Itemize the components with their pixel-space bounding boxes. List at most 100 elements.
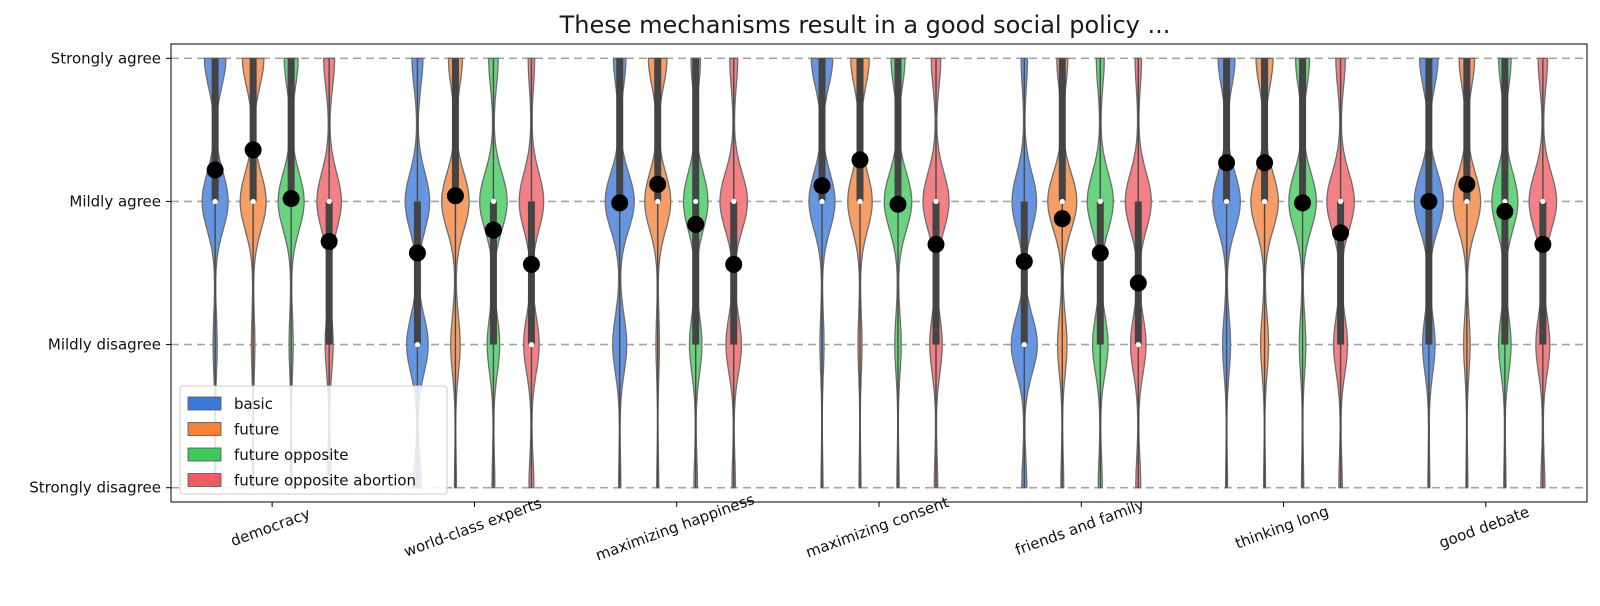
legend-box xyxy=(179,385,448,495)
y-axis: Strongly disagree Mildly disagree Mildly a… xyxy=(29,49,171,497)
violin-median xyxy=(414,341,421,348)
violin-median xyxy=(1135,341,1141,348)
x-axis: democracy world-class experts maximizing h… xyxy=(228,490,1532,564)
mean-point xyxy=(1256,154,1274,172)
mean-point xyxy=(408,244,426,262)
mean-point xyxy=(1091,244,1109,262)
mean-point xyxy=(446,187,464,205)
violin-iqr-box xyxy=(1096,201,1104,345)
violin-iqr-box xyxy=(1058,58,1066,202)
violin-median xyxy=(933,198,939,205)
mean-point xyxy=(1458,175,1476,193)
legend-label: basic xyxy=(234,395,273,413)
mean-point xyxy=(1332,224,1350,242)
violin-median xyxy=(1223,198,1230,205)
mean-point xyxy=(1496,202,1514,220)
violin-iqr-box xyxy=(287,58,295,202)
violin-iqr-box xyxy=(451,58,459,202)
mean-point xyxy=(1218,154,1236,172)
violin-median xyxy=(655,198,661,205)
violin-iqr-box xyxy=(1337,201,1345,345)
violin-median xyxy=(212,198,218,205)
y-tick-label: Mildly disagree xyxy=(48,336,161,354)
violin-median xyxy=(1502,198,1508,205)
violin-iqr-box xyxy=(616,58,624,202)
violin-iqr-box xyxy=(654,58,662,202)
mean-point xyxy=(1053,210,1071,228)
x-tick-label: maximizing consent xyxy=(803,493,951,562)
y-tick-label: Strongly agree xyxy=(51,49,161,67)
violin-median xyxy=(326,198,332,205)
x-tick-label: friends and family xyxy=(1013,496,1147,559)
mean-point xyxy=(725,255,743,273)
legend-swatch xyxy=(187,473,222,487)
mean-point xyxy=(320,233,338,251)
violin-iqr-box xyxy=(413,201,421,345)
y-tick-label: Mildly agree xyxy=(69,192,161,210)
violin-median xyxy=(1021,341,1027,348)
violin-iqr-box xyxy=(1223,58,1231,202)
x-tick-label: thinking long xyxy=(1233,502,1331,552)
violin-median xyxy=(1464,198,1470,205)
mean-point xyxy=(484,221,502,239)
violin-iqr-box xyxy=(325,201,333,345)
legend: basic future future opposite future opposit… xyxy=(179,385,448,495)
mean-point xyxy=(1129,274,1147,292)
legend-swatch xyxy=(187,447,222,462)
violin-median xyxy=(528,341,535,348)
mean-point xyxy=(687,215,705,233)
violin-iqr-box xyxy=(1261,58,1269,202)
violin-median xyxy=(819,198,825,205)
legend-label: future opposite xyxy=(234,446,349,464)
violin-iqr-box xyxy=(249,58,257,202)
violin-iqr-box xyxy=(211,58,219,202)
chart-title: These mechanisms result in a good social… xyxy=(559,11,1171,39)
mean-point xyxy=(1420,192,1438,210)
mean-point xyxy=(282,190,300,208)
violin-iqr-box xyxy=(527,201,535,345)
mean-point xyxy=(1015,253,1033,271)
violin-iqr-box xyxy=(730,201,738,345)
mean-point xyxy=(927,235,945,253)
violin-median xyxy=(1261,198,1268,205)
mean-point xyxy=(649,175,667,193)
violin-iqr-box xyxy=(894,58,902,202)
violin-median xyxy=(1097,198,1103,205)
violin-median xyxy=(490,198,497,205)
violin-iqr-box xyxy=(1134,201,1142,345)
violin-iqr-box xyxy=(856,58,864,202)
violin-iqr-box xyxy=(489,201,497,345)
violin-median xyxy=(1059,198,1065,205)
legend-label: future xyxy=(234,421,279,439)
mean-point xyxy=(244,141,262,159)
mean-point xyxy=(851,151,869,169)
y-tick-label: Strongly disagree xyxy=(29,479,161,497)
violin-iqr-box xyxy=(1463,58,1471,202)
legend-label: future opposite abortion xyxy=(234,472,416,490)
legend-swatch xyxy=(187,396,222,411)
mean-point xyxy=(813,177,831,195)
mean-point xyxy=(1534,235,1552,253)
mean-point xyxy=(611,194,629,212)
violin-median xyxy=(1337,198,1344,205)
mean-point xyxy=(206,161,224,179)
violin-iqr-box xyxy=(932,201,940,345)
mean-markers xyxy=(206,141,1552,292)
violins xyxy=(201,57,1558,489)
x-tick-label: good debate xyxy=(1437,503,1532,552)
violin-median xyxy=(1540,198,1546,205)
mean-point xyxy=(889,195,907,213)
x-tick-label: world-class experts xyxy=(401,494,544,561)
x-tick-label: maximizing happiness xyxy=(593,490,757,564)
legend-swatch xyxy=(187,422,222,436)
x-tick-label: democracy xyxy=(228,505,313,550)
violin-iqr-box xyxy=(1539,201,1547,345)
mean-point xyxy=(1294,194,1312,212)
violin-iqr-box xyxy=(818,58,826,202)
violin-median xyxy=(250,198,256,205)
violin-iqr-box xyxy=(1299,58,1307,202)
violin-iqr-box xyxy=(1020,201,1028,345)
violin-median xyxy=(731,198,737,205)
violin-median xyxy=(857,198,863,205)
